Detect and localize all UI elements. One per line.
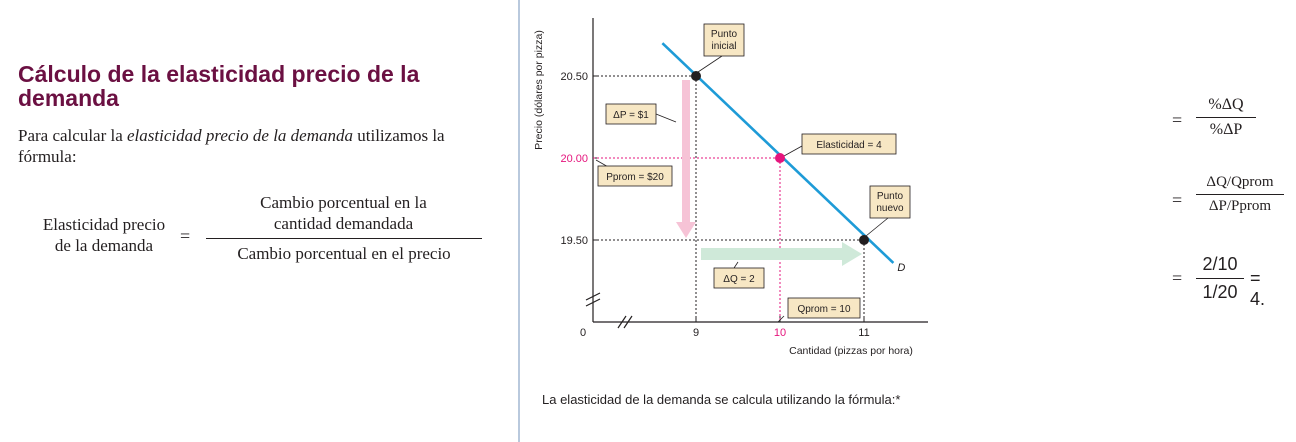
x-tick-label: 10 [774, 327, 786, 339]
equation-3-equals: = [1172, 268, 1183, 288]
leader-line [697, 55, 723, 73]
intro-text: Para calcular la elasticidad precio de l… [18, 125, 498, 167]
equation-3-numerator: 2/10 [1202, 254, 1238, 274]
leader-line [655, 113, 677, 123]
formula-label-line1: Elasticidad precio [42, 215, 166, 234]
equation-3-denominator: 1/20 [1202, 282, 1238, 302]
leader-line [865, 217, 889, 237]
demand-curve-label: D [897, 262, 905, 274]
y-tick-label: 19.50 [560, 235, 588, 247]
section-heading: Cálculo de la elasticidad precio de la d… [18, 61, 420, 111]
initial-point-label: Punto [711, 29, 738, 40]
chart-caption: La elasticidad de la demanda se calcula … [542, 392, 901, 407]
new-point-label-box [869, 185, 911, 219]
equation-1-numerator: %ΔQ [1208, 96, 1244, 113]
formula-numerator-line1: Cambio porcentual en la [260, 193, 427, 212]
equation-2-equals: = [1172, 190, 1183, 210]
leader-line [777, 315, 785, 323]
new-point [859, 235, 869, 245]
equation-2-numerator: ΔQ/Qprom [1206, 174, 1274, 190]
equation-1-equals: = [1172, 110, 1183, 130]
y-axis-label: Precio (dólares por pizza) [533, 30, 545, 150]
equation-1-bar [1196, 117, 1256, 118]
p-prom-label: Pprom = $20 [606, 172, 664, 183]
intro-before: Para calcular la [18, 126, 128, 145]
equation-2-fraction: ΔQ/Qprom ΔP/Pprom [1196, 174, 1284, 215]
formula-equals: = [180, 226, 191, 246]
y-tick-label: 20.00 [560, 153, 588, 165]
new-point-label: Punto [877, 191, 904, 202]
q-prom-label: Qprom = 10 [797, 304, 851, 315]
formula-label-line2: de la demanda [54, 236, 154, 255]
formula-label: Elasticidad precio de la demanda [24, 214, 184, 256]
delta-q-label: ΔQ = 2 [723, 274, 755, 285]
formula-numerator-line2: cantidad demandada [273, 214, 414, 233]
q-prom-label-box [787, 297, 861, 319]
formula-fraction-bar [206, 238, 482, 239]
formula-denominator: Cambio porcentual en el precio [237, 244, 451, 263]
y-axis-break [585, 292, 601, 307]
delta-p-label: ΔP = $1 [613, 110, 649, 121]
x-tick-label: 0 [580, 327, 586, 339]
equation-3-bar [1196, 278, 1244, 279]
initial-point [691, 71, 701, 81]
delta-q-arrow [701, 242, 862, 266]
x-axis-break [617, 315, 633, 329]
delta-q-label-box [713, 267, 765, 289]
delta-p-arrow [676, 80, 696, 238]
equation-3-fraction: 2/10 1/20 [1196, 254, 1244, 303]
intro-italic: elasticidad precio de la demanda [127, 126, 354, 145]
equation-3-result: = 4. [1250, 268, 1266, 309]
leader-line [783, 145, 803, 157]
elasticity-label: Elasticidad = 4 [816, 140, 882, 151]
demand-curve [661, 42, 895, 264]
midpoint [775, 153, 785, 163]
elasticity-label-box [801, 133, 897, 155]
equation-2-bar [1196, 194, 1284, 195]
delta-p-label-box [605, 103, 657, 125]
p-prom-label-box [597, 165, 673, 187]
equation-2-denominator: ΔP/Pprom [1208, 198, 1272, 214]
equation-1-fraction: %ΔQ %ΔP [1196, 96, 1256, 139]
new-point-label: nuevo [876, 203, 904, 214]
x-tick-label: 9 [693, 327, 699, 339]
column-divider [518, 0, 520, 442]
leader-line [733, 261, 739, 269]
y-tick-label: 20.50 [560, 71, 588, 83]
x-axis-label: Cantidad (pizzas por hora) [789, 345, 913, 357]
intro-after: utilizamos la fórmula: [18, 126, 445, 166]
equation-1-denominator: %ΔP [1209, 121, 1243, 138]
x-tick-label: 11 [858, 327, 869, 339]
initial-point-label: inicial [711, 41, 736, 52]
elasticity-chart: 19.50 20.00 20.50 0 9 10 11 Cantidad (pizzas po… [533, 18, 928, 357]
initial-point-label-box [703, 23, 745, 57]
formula-numerator: Cambio porcentual en la cantidad demanda… [206, 192, 481, 234]
